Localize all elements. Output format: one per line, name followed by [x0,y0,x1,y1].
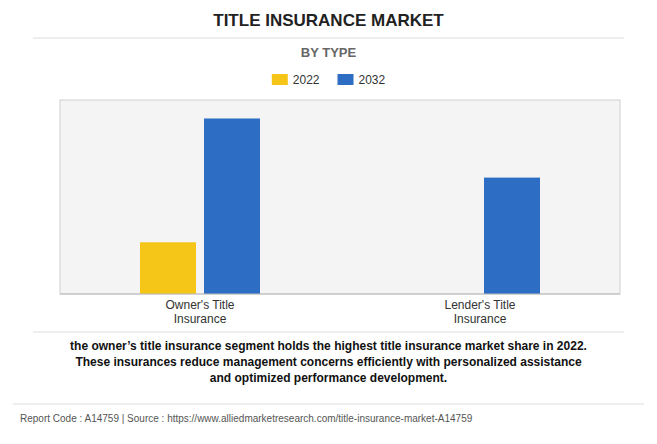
legend: 2022 2032 [272,73,386,87]
title: TITLE INSURANCE MARKET [213,11,444,30]
title-rule [33,38,624,39]
annotation-line: and optimized performance development. [210,371,447,385]
bar [204,118,260,294]
background [0,0,657,444]
bar [484,178,540,294]
annotation-rule [33,332,624,333]
legend-label: 2022 [293,73,320,87]
plot-frame [60,100,620,294]
x-tick-label-line: Lender's Title [445,298,516,312]
chart-container: TITLE INSURANCE MARKET BY TYPE Owner's Tit… [0,0,657,444]
annotation-line: the owner’s title insurance segment hold… [70,339,587,353]
subtitle-line: BY TYPE [301,45,357,60]
legend-item: 2032 [338,73,386,87]
annotation: the owner’s title insurance segment hold… [70,339,587,385]
legend-swatch [272,74,288,85]
x-axis-line [60,294,620,295]
annotation-line: These insurances reduce management conce… [75,355,582,369]
footer-rule [13,404,644,405]
bar [140,242,196,294]
bars [140,118,540,294]
x-tick-label-line: Insurance [174,312,227,326]
x-tick-label: Lender's TitleInsurance [445,298,516,326]
legend-label: 2032 [359,73,386,87]
x-tick-label-line: Owner's Title [166,298,235,312]
chart-svg: TITLE INSURANCE MARKET BY TYPE Owner's Tit… [0,0,657,444]
footer-line: Report Code : A14759 | Source : https://… [20,413,473,424]
footer: Report Code : A14759 | Source : https://… [20,413,473,424]
legend-swatch [338,74,354,85]
legend-item: 2022 [272,73,320,87]
x-tick-label-line: Insurance [454,312,507,326]
x-tick-label: Owner's TitleInsurance [166,298,235,326]
title-line: TITLE INSURANCE MARKET [213,11,444,30]
subtitle: BY TYPE [301,45,357,60]
